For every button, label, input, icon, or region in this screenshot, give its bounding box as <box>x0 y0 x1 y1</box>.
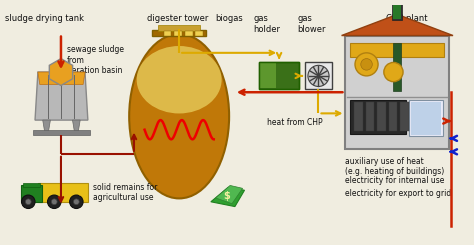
Text: auxiliary use of heat
(e.g. heating of buildings): auxiliary use of heat (e.g. heating of b… <box>346 157 445 176</box>
Polygon shape <box>43 120 50 132</box>
Circle shape <box>22 195 35 208</box>
Circle shape <box>70 195 83 208</box>
Bar <box>346 36 449 149</box>
Circle shape <box>384 62 403 82</box>
Bar <box>411 102 441 135</box>
Circle shape <box>361 59 372 70</box>
Bar <box>158 25 201 31</box>
Bar <box>392 0 402 20</box>
Bar <box>393 43 401 91</box>
Bar <box>33 130 90 135</box>
Text: $: $ <box>223 191 229 201</box>
Ellipse shape <box>137 46 222 113</box>
Text: biogas: biogas <box>216 14 244 23</box>
Text: solid remains for
agricultural use: solid remains for agricultural use <box>93 183 157 202</box>
Text: electricity for export to grid: electricity for export to grid <box>346 189 452 198</box>
Bar <box>23 183 40 187</box>
Circle shape <box>308 65 329 86</box>
Polygon shape <box>73 120 80 132</box>
Polygon shape <box>216 185 243 204</box>
Circle shape <box>26 199 31 205</box>
Circle shape <box>355 53 378 76</box>
Bar <box>152 30 206 37</box>
Text: digester tower: digester tower <box>147 14 209 23</box>
Bar <box>164 31 172 36</box>
Bar <box>354 102 363 131</box>
Bar <box>365 102 374 131</box>
Text: sewage sludge
from
aeration basin: sewage sludge from aeration basin <box>67 45 124 75</box>
Bar <box>260 63 276 88</box>
Text: CHP plant: CHP plant <box>386 14 427 23</box>
Bar <box>389 102 397 131</box>
Polygon shape <box>342 14 453 36</box>
Bar <box>400 102 409 131</box>
Polygon shape <box>211 187 245 207</box>
Text: heat from CHP: heat from CHP <box>266 118 322 127</box>
Bar <box>377 102 386 131</box>
Bar <box>350 100 406 134</box>
Bar <box>38 183 88 202</box>
Text: gas
holder: gas holder <box>253 14 280 34</box>
Ellipse shape <box>129 34 229 198</box>
Bar <box>259 62 299 89</box>
Text: electricity for internal use: electricity for internal use <box>346 176 445 185</box>
Circle shape <box>73 199 79 205</box>
Polygon shape <box>38 72 85 85</box>
Bar <box>305 62 332 89</box>
Bar <box>185 31 192 36</box>
Circle shape <box>51 199 57 205</box>
Bar <box>259 62 299 89</box>
Bar <box>195 31 203 36</box>
Polygon shape <box>35 72 88 120</box>
Bar <box>350 43 444 57</box>
Circle shape <box>47 195 61 208</box>
Bar <box>20 185 42 202</box>
Text: gas
blower: gas blower <box>297 14 326 34</box>
Bar <box>393 0 401 19</box>
Text: sludge drying tank: sludge drying tank <box>5 14 84 23</box>
Polygon shape <box>49 59 73 86</box>
Bar <box>174 31 182 36</box>
Bar <box>409 100 443 136</box>
